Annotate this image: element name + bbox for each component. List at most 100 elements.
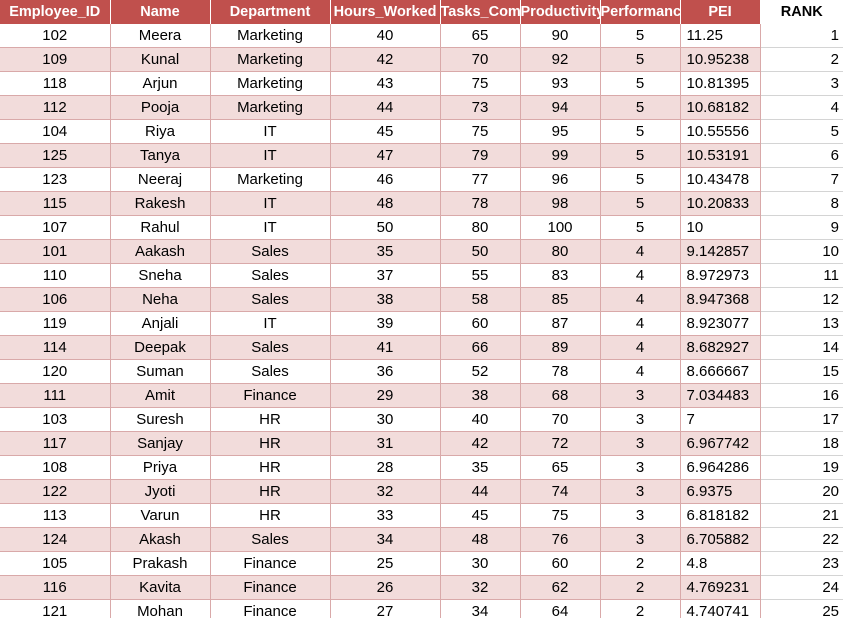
cell-rank[interactable]: 13	[759, 311, 843, 336]
cell-performance-rating[interactable]: 5	[600, 71, 681, 96]
cell-performance-rating[interactable]: 5	[600, 191, 681, 216]
cell-tasks-completed[interactable]: 35	[440, 455, 521, 480]
cell-rank[interactable]: 9	[759, 215, 843, 240]
cell-rank[interactable]: 14	[759, 335, 843, 360]
cell-productivity-score[interactable]: 93	[520, 71, 601, 96]
cell-department[interactable]: Finance	[210, 575, 331, 600]
cell-department[interactable]: Sales	[210, 239, 331, 264]
cell-performance-rating[interactable]: 4	[600, 287, 681, 312]
cell-tasks-completed[interactable]: 75	[440, 71, 521, 96]
cell-rank[interactable]: 1	[759, 24, 843, 48]
cell-performance-rating[interactable]: 4	[600, 359, 681, 384]
cell-name[interactable]: Prakash	[110, 551, 211, 576]
cell-name[interactable]: Rakesh	[110, 191, 211, 216]
cell-rank[interactable]: 20	[759, 479, 843, 504]
cell-rank[interactable]: 10	[759, 239, 843, 264]
cell-performance-rating[interactable]: 5	[600, 215, 681, 240]
cell-rank[interactable]: 19	[759, 455, 843, 480]
cell-tasks-completed[interactable]: 78	[440, 191, 521, 216]
cell-hours-worked[interactable]: 35	[330, 239, 441, 264]
header-employee-id[interactable]: Employee_ID	[0, 0, 111, 24]
cell-tasks-completed[interactable]: 32	[440, 575, 521, 600]
cell-rank[interactable]: 23	[759, 551, 843, 576]
cell-hours-worked[interactable]: 44	[330, 95, 441, 120]
cell-pei[interactable]: 10.43478	[680, 167, 761, 192]
cell-pei[interactable]: 8.947368	[680, 287, 761, 312]
cell-pei[interactable]: 7	[680, 407, 761, 432]
cell-employee-id[interactable]: 118	[0, 71, 111, 96]
cell-tasks-completed[interactable]: 38	[440, 383, 521, 408]
cell-rank[interactable]: 21	[759, 503, 843, 528]
cell-productivity-score[interactable]: 92	[520, 47, 601, 72]
cell-employee-id[interactable]: 109	[0, 47, 111, 72]
cell-productivity-score[interactable]: 98	[520, 191, 601, 216]
header-name[interactable]: Name	[110, 0, 211, 24]
cell-department[interactable]: Marketing	[210, 95, 331, 120]
cell-rank[interactable]: 5	[759, 119, 843, 144]
cell-pei[interactable]: 8.923077	[680, 311, 761, 336]
cell-hours-worked[interactable]: 31	[330, 431, 441, 456]
cell-hours-worked[interactable]: 29	[330, 383, 441, 408]
cell-hours-worked[interactable]: 45	[330, 119, 441, 144]
cell-hours-worked[interactable]: 37	[330, 263, 441, 288]
cell-rank[interactable]: 22	[759, 527, 843, 552]
cell-performance-rating[interactable]: 5	[600, 119, 681, 144]
cell-department[interactable]: Sales	[210, 263, 331, 288]
header-tasks-completed[interactable]: Tasks_Completed	[440, 0, 521, 24]
cell-name[interactable]: Riya	[110, 119, 211, 144]
header-productivity-score[interactable]: Productivity_Score	[520, 0, 601, 24]
cell-name[interactable]: Suresh	[110, 407, 211, 432]
cell-department[interactable]: IT	[210, 119, 331, 144]
cell-pei[interactable]: 10.95238	[680, 47, 761, 72]
cell-rank[interactable]: 4	[759, 95, 843, 120]
cell-rank[interactable]: 6	[759, 143, 843, 168]
cell-employee-id[interactable]: 119	[0, 311, 111, 336]
cell-name[interactable]: Kunal	[110, 47, 211, 72]
cell-department[interactable]: Marketing	[210, 71, 331, 96]
cell-performance-rating[interactable]: 3	[600, 527, 681, 552]
cell-rank[interactable]: 7	[759, 167, 843, 192]
cell-pei[interactable]: 8.972973	[680, 263, 761, 288]
cell-hours-worked[interactable]: 46	[330, 167, 441, 192]
cell-rank[interactable]: 17	[759, 407, 843, 432]
cell-tasks-completed[interactable]: 44	[440, 479, 521, 504]
cell-tasks-completed[interactable]: 50	[440, 239, 521, 264]
cell-employee-id[interactable]: 116	[0, 575, 111, 600]
cell-productivity-score[interactable]: 60	[520, 551, 601, 576]
cell-performance-rating[interactable]: 3	[600, 407, 681, 432]
cell-performance-rating[interactable]: 2	[600, 599, 681, 618]
cell-department[interactable]: Sales	[210, 335, 331, 360]
cell-pei[interactable]: 4.8	[680, 551, 761, 576]
cell-employee-id[interactable]: 105	[0, 551, 111, 576]
cell-name[interactable]: Arjun	[110, 71, 211, 96]
cell-tasks-completed[interactable]: 52	[440, 359, 521, 384]
cell-department[interactable]: HR	[210, 503, 331, 528]
cell-productivity-score[interactable]: 94	[520, 95, 601, 120]
cell-employee-id[interactable]: 122	[0, 479, 111, 504]
cell-employee-id[interactable]: 106	[0, 287, 111, 312]
cell-performance-rating[interactable]: 3	[600, 431, 681, 456]
cell-employee-id[interactable]: 113	[0, 503, 111, 528]
cell-employee-id[interactable]: 114	[0, 335, 111, 360]
cell-name[interactable]: Neeraj	[110, 167, 211, 192]
cell-performance-rating[interactable]: 2	[600, 575, 681, 600]
cell-department[interactable]: HR	[210, 479, 331, 504]
cell-productivity-score[interactable]: 68	[520, 383, 601, 408]
cell-productivity-score[interactable]: 80	[520, 239, 601, 264]
cell-hours-worked[interactable]: 38	[330, 287, 441, 312]
cell-rank[interactable]: 3	[759, 71, 843, 96]
cell-tasks-completed[interactable]: 42	[440, 431, 521, 456]
cell-productivity-score[interactable]: 90	[520, 24, 601, 48]
cell-tasks-completed[interactable]: 70	[440, 47, 521, 72]
cell-productivity-score[interactable]: 72	[520, 431, 601, 456]
cell-performance-rating[interactable]: 4	[600, 263, 681, 288]
cell-productivity-score[interactable]: 78	[520, 359, 601, 384]
cell-productivity-score[interactable]: 74	[520, 479, 601, 504]
cell-employee-id[interactable]: 108	[0, 455, 111, 480]
cell-pei[interactable]: 6.818182	[680, 503, 761, 528]
cell-performance-rating[interactable]: 3	[600, 383, 681, 408]
cell-hours-worked[interactable]: 42	[330, 47, 441, 72]
cell-performance-rating[interactable]: 5	[600, 24, 681, 48]
cell-name[interactable]: Sneha	[110, 263, 211, 288]
cell-department[interactable]: Marketing	[210, 24, 331, 48]
